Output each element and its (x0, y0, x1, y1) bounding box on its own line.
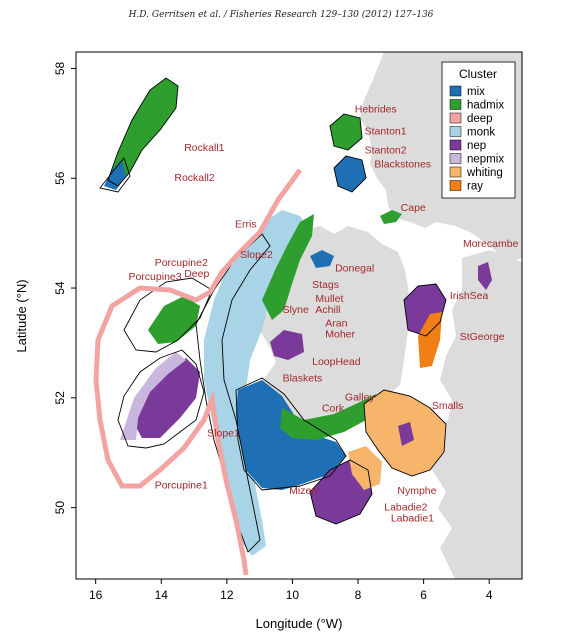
cluster-deep-slope (93, 168, 303, 576)
legend-title: Cluster (459, 67, 497, 81)
annotation-porcupine1: Porcupine1 (155, 479, 208, 491)
legend-label-deep: deep (467, 113, 493, 125)
annotation-labadie1: Labadie1 (391, 512, 434, 524)
annotation-slope2: Slope2 (240, 249, 273, 261)
legend-label-nep: nep (467, 140, 486, 152)
annotation-stanton1: Stanton1 (365, 125, 407, 137)
cluster-donegal-mix (310, 250, 334, 268)
cluster-hadmix-celtic (280, 394, 376, 440)
annotation-porcupine3: Porcupine3 (128, 271, 181, 283)
annotation-blaskets: Blaskets (283, 372, 323, 384)
x-tick-label: 6 (420, 588, 427, 602)
x-tick-label: 12 (220, 588, 234, 602)
legend-swatch-mix (449, 85, 462, 97)
annotation-slyne: Slyne (283, 304, 309, 316)
annotation-stanton2: Stanton2 (365, 145, 407, 157)
britain-land (418, 250, 522, 579)
legend-swatch-nep (449, 139, 462, 151)
legend-label-hadmix: hadmix (467, 100, 504, 112)
annotation-hebrides: Hebrides (355, 103, 397, 115)
cluster-morecambe-nep (478, 262, 492, 290)
legend-label-mix: mix (467, 86, 485, 98)
annotation-rockall1: Rockall1 (184, 142, 224, 154)
cluster-hebrides-mix (334, 156, 366, 192)
x-tick-label: 16 (89, 588, 103, 602)
cluster-smalls-nep (398, 422, 414, 446)
annotation-cape: Cape (401, 202, 426, 214)
cluster-monk-shelf (204, 210, 310, 556)
journal-header: H.D. Gerritsen et al. / Fisheries Resear… (128, 10, 434, 20)
y-tick-label: 50 (53, 501, 67, 515)
cluster-porcupine-mix (148, 296, 200, 344)
ireland-land (260, 226, 410, 436)
legend-label-whiting: whiting (466, 167, 503, 179)
annotation-irishsea: IrishSea (450, 290, 489, 302)
y-tick-label: 52 (53, 391, 67, 405)
legend-swatch-nepmix (449, 153, 462, 164)
x-tick-label: 4 (486, 588, 493, 602)
legend-label-ray: ray (467, 181, 483, 193)
cluster-outlines (99, 77, 447, 553)
cluster-rockall (108, 78, 178, 186)
x-tick-label: 14 (155, 588, 169, 602)
legend-swatch-deep (449, 112, 462, 124)
x-tick-label: 8 (355, 588, 362, 602)
annotation-cork: Cork (322, 403, 345, 415)
legend-swatch-ray (449, 180, 462, 191)
cluster-hebrides-hadmix (330, 114, 362, 150)
annotation-loophead: LoopHead (312, 356, 361, 368)
annotation-galley: Galley (345, 392, 376, 404)
y-axis-label: Latitude (°N) (14, 279, 29, 352)
annotation-slope1: Slope1 (207, 427, 240, 439)
annotation-nymphe: Nymphe (397, 485, 436, 497)
annotation-erris: Erris (235, 219, 257, 231)
cluster-porcupine-nepmix (120, 352, 186, 440)
y-tick-label: 58 (53, 61, 67, 75)
annotation-stgeorge: StGeorge (460, 331, 505, 343)
cluster-cape-hadmix (380, 210, 402, 224)
annotation-porcupine2: Porcupine2 (155, 257, 208, 269)
y-tick-label: 54 (53, 281, 67, 295)
annotation-donegal: Donegal (335, 263, 374, 275)
y-axis-ticks: 50 52 54 56 58 (53, 61, 76, 514)
annotation-deep: Deep (184, 268, 209, 280)
legend-swatch-hadmix (449, 99, 462, 110)
x-axis-ticks: 16 14 12 10 8 6 4 (89, 579, 493, 602)
annotation-labadie2: Labadie2 (384, 501, 427, 513)
plot-frame (75, 51, 523, 580)
x-tick-label: 10 (286, 588, 300, 602)
annotation-stags: Stags (312, 279, 339, 291)
y-tick-label: 56 (53, 171, 67, 185)
annotation-achill: Achill (315, 304, 340, 316)
legend-swatch-whiting (449, 166, 462, 178)
annotation-rockall2: Rockall2 (174, 172, 214, 184)
legend-swatch-monk (449, 126, 462, 137)
legend-label-monk: monk (467, 127, 495, 139)
annotation-blackstones: Blackstones (374, 158, 431, 170)
annotation-aran: Aran (325, 317, 347, 329)
x-axis-label: Longitude (°W) (256, 616, 343, 631)
cluster-hadmix-west (262, 214, 314, 320)
cluster-porcupine-nep (132, 358, 200, 438)
annotation-moher: Moher (325, 328, 355, 340)
annotation-mizen: Mizen (289, 485, 317, 497)
annotation-mullet: Mullet (315, 293, 343, 305)
annotation-morecambe: Morecambe (463, 238, 519, 250)
cluster-aran-nep (270, 330, 304, 360)
legend-label-nepmix: nepmix (467, 154, 504, 166)
annotation-smalls: Smalls (432, 400, 464, 412)
